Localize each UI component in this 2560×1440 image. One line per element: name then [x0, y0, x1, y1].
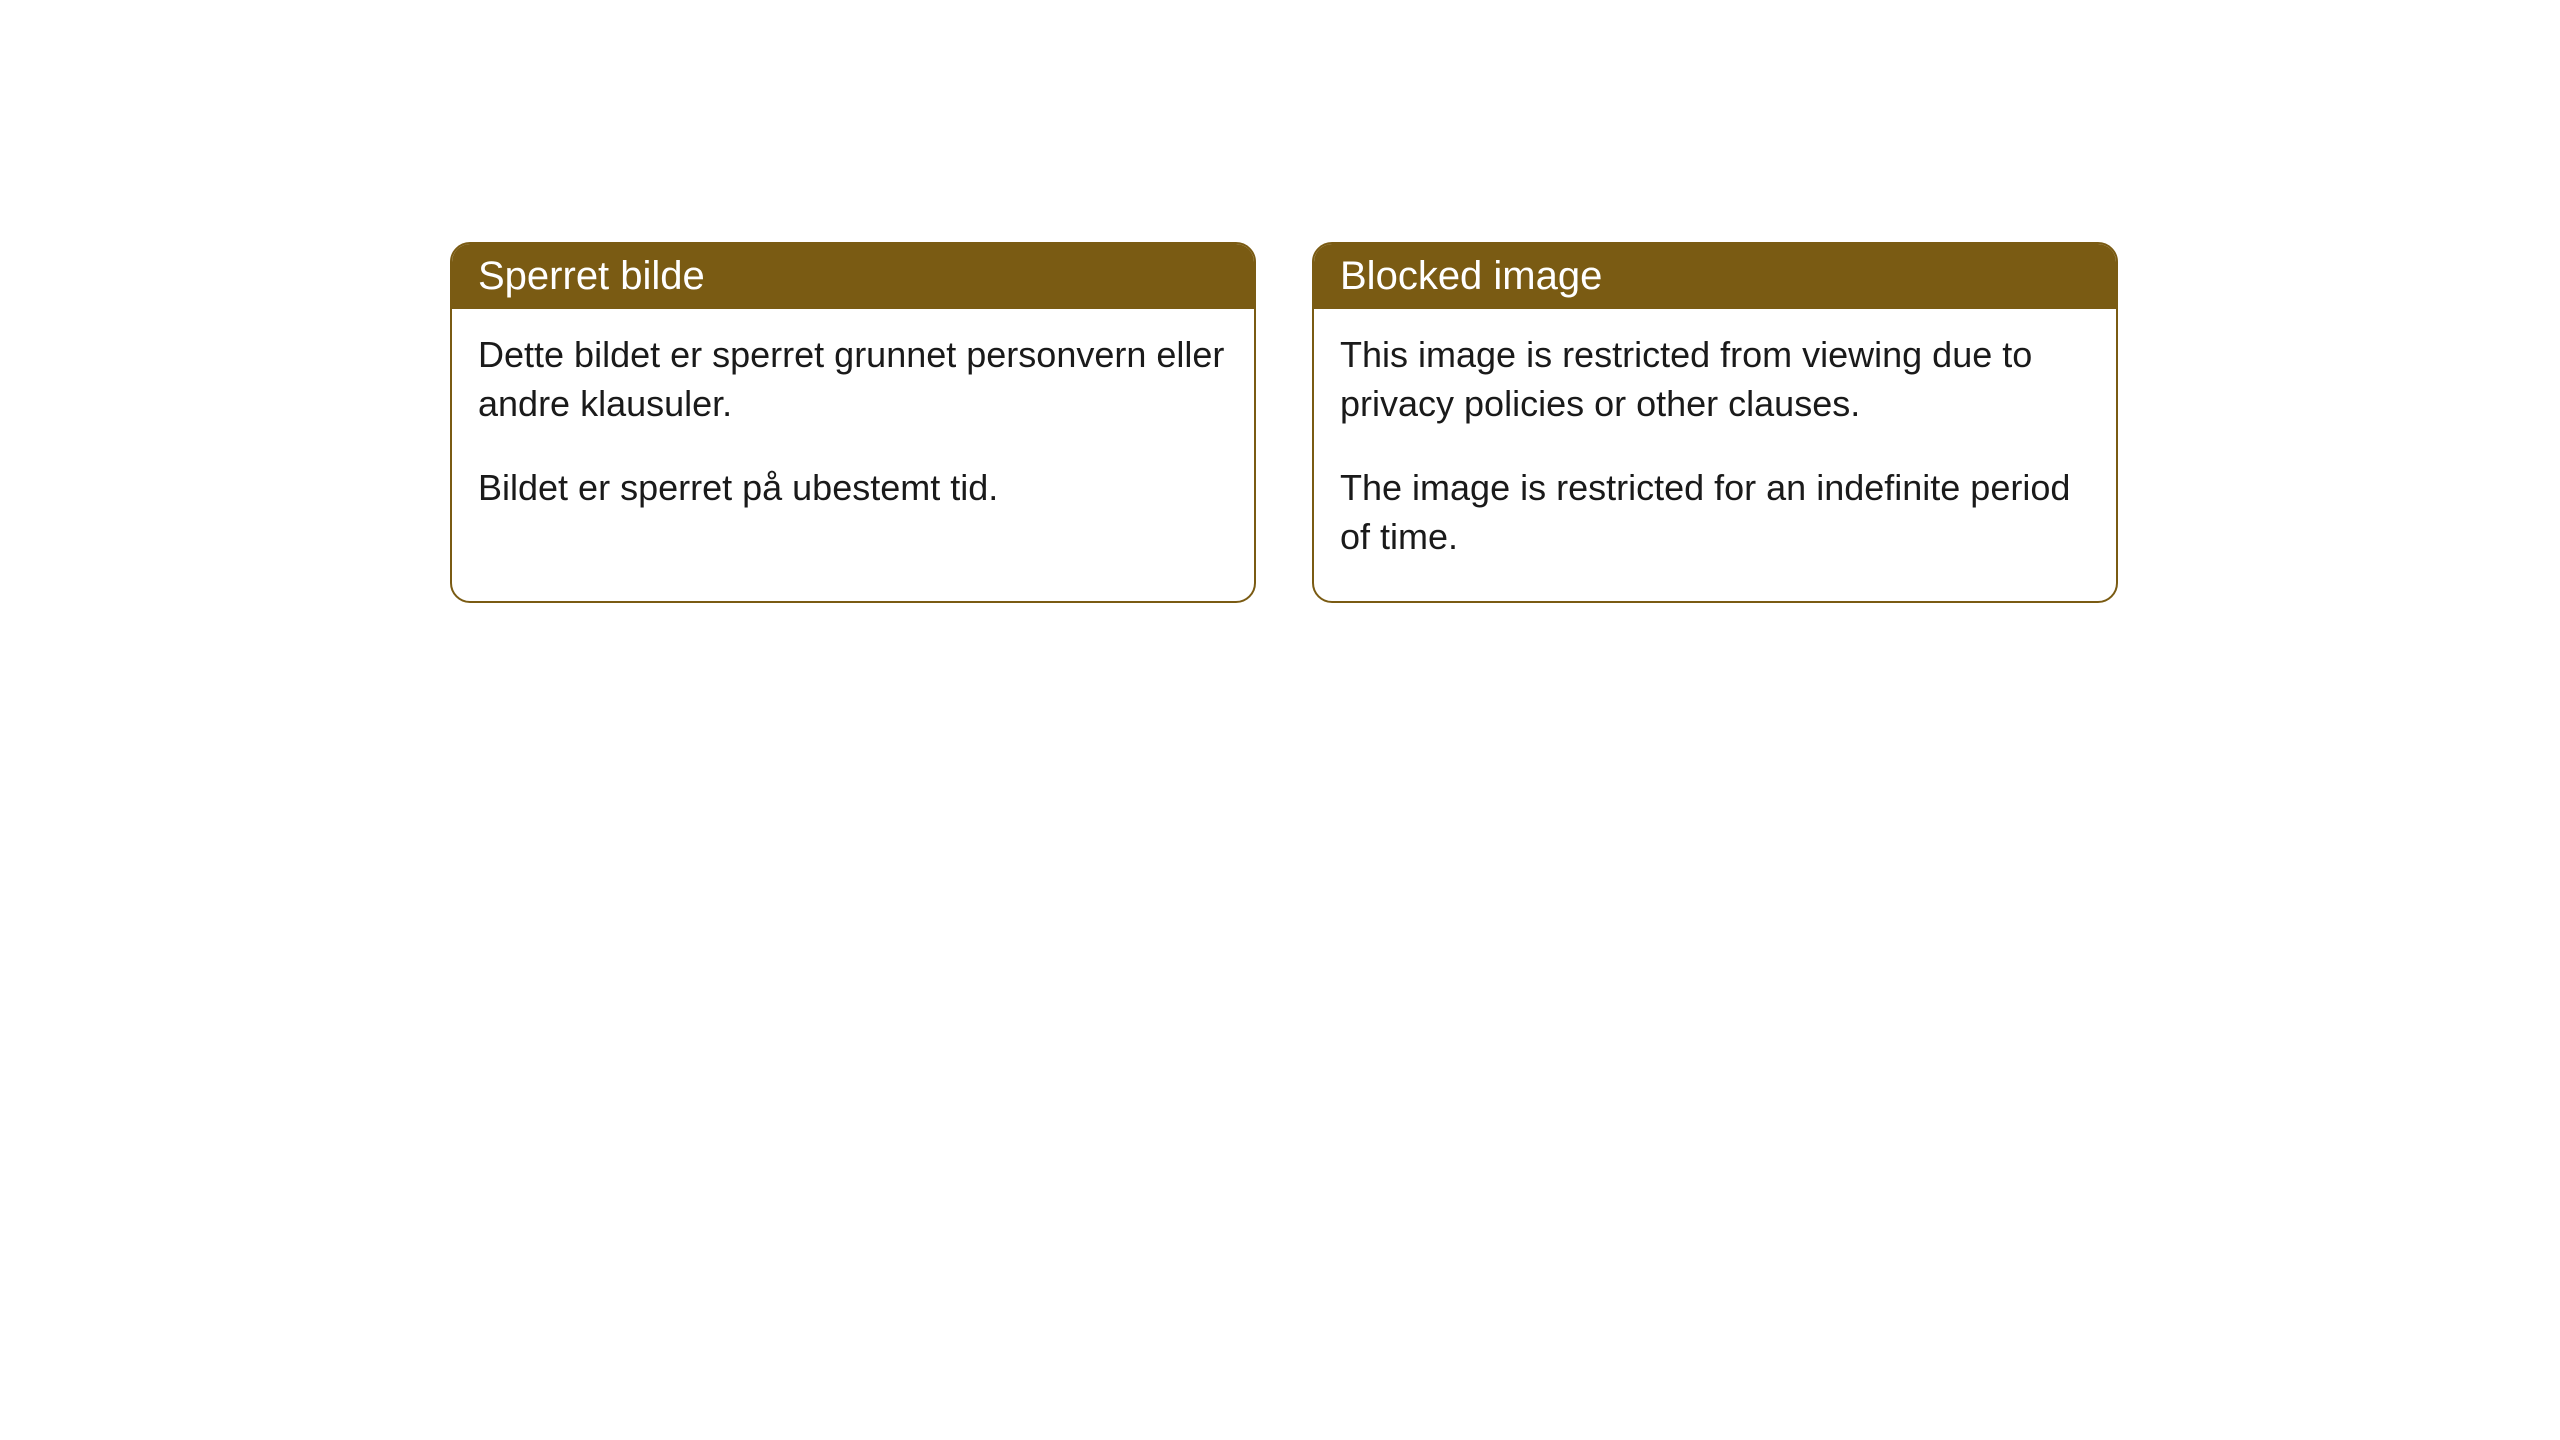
notice-card-english: Blocked image This image is restricted f… — [1312, 242, 2118, 603]
card-paragraph: Bildet er sperret på ubestemt tid. — [478, 464, 1228, 513]
card-header: Sperret bilde — [452, 244, 1254, 309]
notice-card-norwegian: Sperret bilde Dette bildet er sperret gr… — [450, 242, 1256, 603]
card-paragraph: The image is restricted for an indefinit… — [1340, 464, 2090, 561]
card-title: Sperret bilde — [478, 254, 705, 298]
card-body: Dette bildet er sperret grunnet personve… — [452, 309, 1254, 553]
card-header: Blocked image — [1314, 244, 2116, 309]
card-paragraph: This image is restricted from viewing du… — [1340, 331, 2090, 428]
card-title: Blocked image — [1340, 254, 1602, 298]
card-paragraph: Dette bildet er sperret grunnet personve… — [478, 331, 1228, 428]
card-body: This image is restricted from viewing du… — [1314, 309, 2116, 601]
notice-cards-container: Sperret bilde Dette bildet er sperret gr… — [450, 242, 2118, 603]
